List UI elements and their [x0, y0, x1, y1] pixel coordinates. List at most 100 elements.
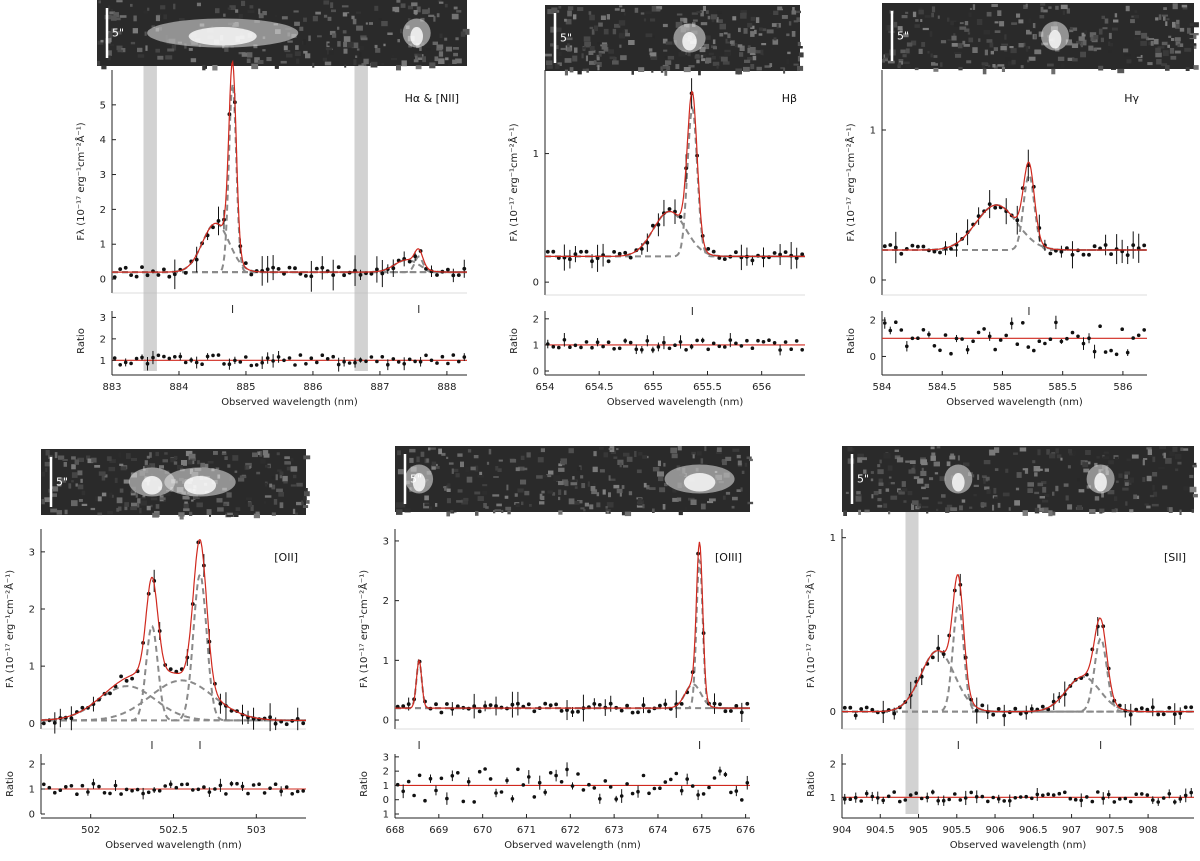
- line-label: Hα & [NII]: [405, 92, 459, 105]
- image-noise: [402, 501, 406, 508]
- image-noise: [716, 17, 719, 23]
- ratio-point: [679, 788, 684, 793]
- data-point: [273, 721, 278, 726]
- ratio-point: [723, 345, 727, 349]
- ratio-point: [309, 356, 314, 361]
- image-noise: [997, 64, 1005, 67]
- ratio-point: [947, 797, 951, 802]
- image-noise: [1016, 472, 1022, 478]
- image-noise: [589, 504, 594, 510]
- image-noise: [758, 33, 763, 36]
- data-point: [1029, 707, 1034, 711]
- image-noise: [900, 49, 906, 54]
- image-noise: [1146, 447, 1152, 450]
- ratio-point: [157, 789, 162, 793]
- ratio-tick-label: 2: [533, 314, 539, 325]
- image-noise: [1111, 66, 1117, 70]
- image-noise: [703, 43, 710, 50]
- ratio-point: [663, 780, 668, 784]
- image-noise: [1182, 448, 1189, 451]
- image-noise: [1129, 477, 1134, 483]
- image-noise: [957, 43, 963, 49]
- ratio-point: [723, 772, 728, 777]
- image-noise: [77, 470, 83, 476]
- image-noise: [940, 40, 947, 44]
- ratio-point: [396, 360, 401, 364]
- image-noise: [520, 455, 525, 460]
- image-noise: [323, 0, 330, 5]
- image-noise: [914, 67, 919, 71]
- ratio-point: [1046, 792, 1050, 796]
- image-noise: [404, 508, 411, 513]
- ratio-point: [1145, 793, 1150, 797]
- image-noise: [109, 11, 116, 15]
- image-noise: [259, 451, 263, 457]
- ratio-point: [673, 343, 677, 348]
- ratio-point: [521, 783, 526, 787]
- image-noise: [185, 450, 193, 457]
- image-noise: [1069, 453, 1076, 456]
- image-noise: [618, 20, 626, 26]
- image-noise: [650, 56, 658, 60]
- image-noise: [101, 475, 106, 481]
- ratio-point: [1098, 324, 1102, 329]
- image-noise: [917, 478, 924, 484]
- image-noise: [137, 498, 141, 504]
- image-noise: [665, 41, 673, 45]
- image-noise: [599, 469, 605, 473]
- image-noise: [921, 486, 926, 490]
- image-noise: [735, 42, 738, 48]
- ratio-point: [353, 360, 357, 365]
- image-noise: [448, 455, 453, 462]
- ratio-point: [1073, 797, 1078, 802]
- image-noise: [558, 467, 565, 472]
- emission-core: [183, 476, 217, 495]
- image-noise: [586, 68, 589, 73]
- image-noise: [106, 50, 112, 56]
- image-noise: [794, 10, 801, 14]
- image-noise: [116, 17, 121, 21]
- image-noise: [606, 502, 614, 508]
- image-noise: [1004, 34, 1007, 40]
- image-noise: [645, 33, 653, 38]
- image-noise: [646, 55, 651, 58]
- image-noise: [328, 49, 335, 56]
- image-noise: [337, 41, 341, 47]
- data-point: [494, 704, 498, 708]
- image-noise: [234, 470, 238, 473]
- image-noise: [1055, 5, 1059, 10]
- image-noise: [997, 10, 1002, 16]
- ratio-point: [630, 791, 635, 796]
- data-point: [265, 267, 270, 272]
- image-noise: [416, 456, 420, 463]
- ratio-points: [395, 762, 750, 805]
- image-noise: [845, 491, 849, 494]
- image-noise: [949, 455, 956, 460]
- image-noise: [1057, 56, 1065, 61]
- image-noise: [279, 474, 282, 479]
- image-noise: [295, 45, 299, 50]
- image-noise: [381, 62, 385, 66]
- image-noise: [707, 501, 714, 504]
- data-point: [882, 244, 887, 249]
- ratio-point: [445, 796, 449, 801]
- image-noise: [558, 6, 562, 9]
- image-noise: [118, 506, 122, 511]
- image-noise: [961, 499, 966, 503]
- ratio-tick-label: 2: [870, 316, 876, 327]
- image-noise: [94, 465, 101, 468]
- ratio-point: [301, 789, 306, 793]
- image-noise: [44, 461, 52, 467]
- image-noise: [514, 493, 518, 497]
- emission-core: [1048, 30, 1062, 49]
- ratio-point: [229, 781, 234, 786]
- image-noise: [343, 41, 350, 48]
- image-noise: [699, 47, 706, 53]
- image-noise: [918, 48, 923, 54]
- data-point: [639, 247, 644, 251]
- image-noise: [119, 488, 124, 493]
- ratio-point: [750, 346, 755, 351]
- ratio-point: [701, 792, 706, 796]
- image-noise: [671, 453, 678, 459]
- image-noise: [292, 508, 296, 514]
